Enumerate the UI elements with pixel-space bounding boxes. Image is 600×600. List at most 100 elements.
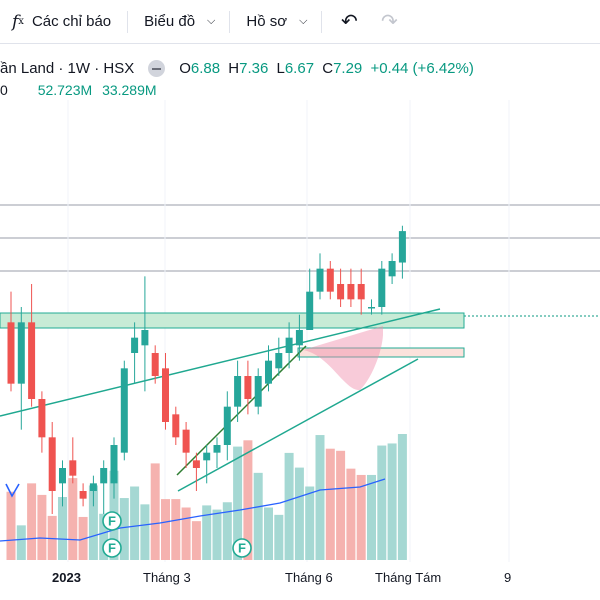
financial-event-icon bbox=[232, 538, 252, 558]
volume-bar bbox=[68, 478, 78, 560]
high-value: 7.36 bbox=[239, 59, 269, 77]
volume-bar bbox=[16, 525, 26, 560]
chart-type-label: Biểu đồ bbox=[144, 13, 196, 30]
low-value: 6.67 bbox=[284, 59, 315, 77]
volume-bar bbox=[233, 446, 243, 560]
ohlc-values: O6.88 H7.36 L6.67 C7.29 +0.44 (+6.42%) bbox=[179, 59, 474, 77]
volume-bar bbox=[37, 494, 47, 560]
time-tick: Tháng Tám bbox=[375, 570, 442, 585]
volume-bar bbox=[243, 440, 253, 560]
volume-bar bbox=[119, 498, 129, 560]
candle-body bbox=[347, 284, 355, 300]
volume-bar bbox=[140, 504, 150, 560]
candle-body bbox=[59, 468, 66, 484]
candle-body bbox=[141, 330, 149, 346]
candle-body bbox=[316, 268, 324, 292]
cup-pattern-shape bbox=[303, 326, 383, 391]
candle-body bbox=[28, 322, 36, 399]
candle-body bbox=[234, 376, 242, 407]
candle-body bbox=[182, 429, 190, 453]
volume-ma-line bbox=[0, 478, 386, 542]
divider bbox=[127, 10, 129, 33]
financial-event-label: F bbox=[108, 514, 116, 529]
chevron-down-icon: ⌵ bbox=[299, 15, 308, 27]
volume-bar bbox=[161, 499, 170, 560]
profile-dropdown[interactable]: Hồ sơ ⌵ bbox=[246, 0, 307, 44]
candle-body bbox=[326, 268, 334, 292]
time-tick: Tháng 6 bbox=[285, 570, 333, 585]
volume-bar bbox=[212, 509, 222, 560]
financial-event-icon bbox=[102, 538, 122, 558]
candle-body bbox=[223, 406, 231, 445]
chevron-down-icon: ⌵ bbox=[207, 15, 216, 27]
volume-bar bbox=[88, 485, 98, 560]
volume-bar bbox=[191, 521, 201, 560]
volume-bar bbox=[356, 474, 366, 560]
symbol-legend: ần Land · 1W · HSX O6.88 H7.36 L6.67 C7.… bbox=[0, 58, 474, 78]
change-value: +0.44 (+6.42%) bbox=[370, 59, 474, 77]
volume-bar bbox=[150, 463, 160, 560]
candle-body bbox=[100, 468, 108, 484]
candle-body bbox=[254, 376, 262, 407]
volume-bar bbox=[274, 514, 284, 560]
candle-body bbox=[368, 307, 375, 309]
candle-body bbox=[38, 399, 46, 438]
candle-body bbox=[89, 483, 97, 491]
volume-bar bbox=[377, 445, 387, 560]
support-zone bbox=[297, 347, 465, 358]
open-value: 6.88 bbox=[190, 59, 221, 77]
volume-ma-value: 33.289M bbox=[102, 82, 157, 98]
candle-body bbox=[48, 437, 56, 491]
candle-body bbox=[131, 337, 139, 353]
volume-bar bbox=[99, 513, 109, 560]
divider bbox=[229, 10, 231, 33]
candle-body bbox=[120, 368, 128, 453]
financial-event-icon bbox=[102, 511, 122, 531]
volume-bar bbox=[397, 434, 407, 560]
candle-body bbox=[285, 337, 293, 353]
candle-body bbox=[306, 291, 314, 330]
candle-body bbox=[172, 414, 180, 438]
volume-bar bbox=[58, 497, 67, 560]
profile-label: Hồ sơ bbox=[246, 13, 288, 30]
volume-bar bbox=[130, 486, 140, 560]
candle-body bbox=[192, 460, 200, 468]
arrow-down-icon bbox=[5, 483, 20, 498]
volume-bar bbox=[47, 515, 57, 560]
candle-body bbox=[337, 284, 345, 300]
time-tick: 9 bbox=[504, 570, 512, 585]
candle-body bbox=[79, 491, 87, 499]
upper-trendline bbox=[0, 308, 441, 417]
volume-bar bbox=[6, 491, 16, 560]
candle-body bbox=[275, 353, 283, 369]
chart-type-dropdown[interactable]: Biểu đồ ⌵ bbox=[144, 0, 215, 44]
volume-bar bbox=[222, 502, 232, 560]
volume-value: 52.723M bbox=[37, 82, 93, 98]
divider bbox=[321, 10, 323, 33]
candle-body bbox=[265, 360, 272, 384]
volume-bar bbox=[253, 472, 263, 560]
volume-bar bbox=[202, 505, 212, 560]
undo-icon[interactable]: ↶ bbox=[341, 11, 358, 33]
indicators-button[interactable]: Các chỉ báo bbox=[31, 13, 112, 30]
candle-body bbox=[162, 368, 169, 422]
volume-bar bbox=[284, 452, 294, 560]
time-tick: Tháng 3 bbox=[143, 570, 191, 585]
candle-body bbox=[69, 460, 77, 476]
volume-bar bbox=[315, 435, 325, 560]
candle-body bbox=[17, 322, 25, 384]
volume-bar bbox=[305, 486, 315, 560]
volume-bar bbox=[387, 443, 397, 560]
time-axis: 2023 Tháng 3 Tháng 6 Tháng Tám 9 bbox=[0, 566, 600, 590]
volume-bar bbox=[346, 468, 356, 560]
symbol-title[interactable]: ần Land · 1W · HSX bbox=[0, 59, 135, 77]
lower-trendline bbox=[177, 358, 419, 492]
redo-icon[interactable]: ↷ bbox=[381, 11, 398, 33]
volume-bar bbox=[336, 450, 346, 560]
volume-legend: 0 52.723M 33.289M bbox=[0, 82, 163, 98]
candle-body bbox=[244, 376, 252, 399]
collapse-legend-icon[interactable] bbox=[148, 59, 166, 77]
